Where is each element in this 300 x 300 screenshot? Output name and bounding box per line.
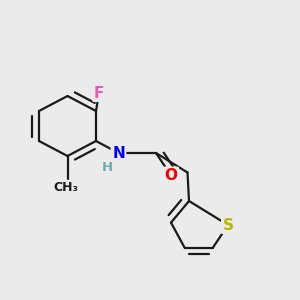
- Text: CH₃: CH₃: [53, 181, 79, 194]
- Text: S: S: [223, 218, 233, 232]
- Text: N: N: [112, 146, 125, 160]
- Text: F: F: [94, 85, 104, 100]
- Text: H: H: [101, 161, 113, 174]
- Text: O: O: [164, 168, 178, 183]
